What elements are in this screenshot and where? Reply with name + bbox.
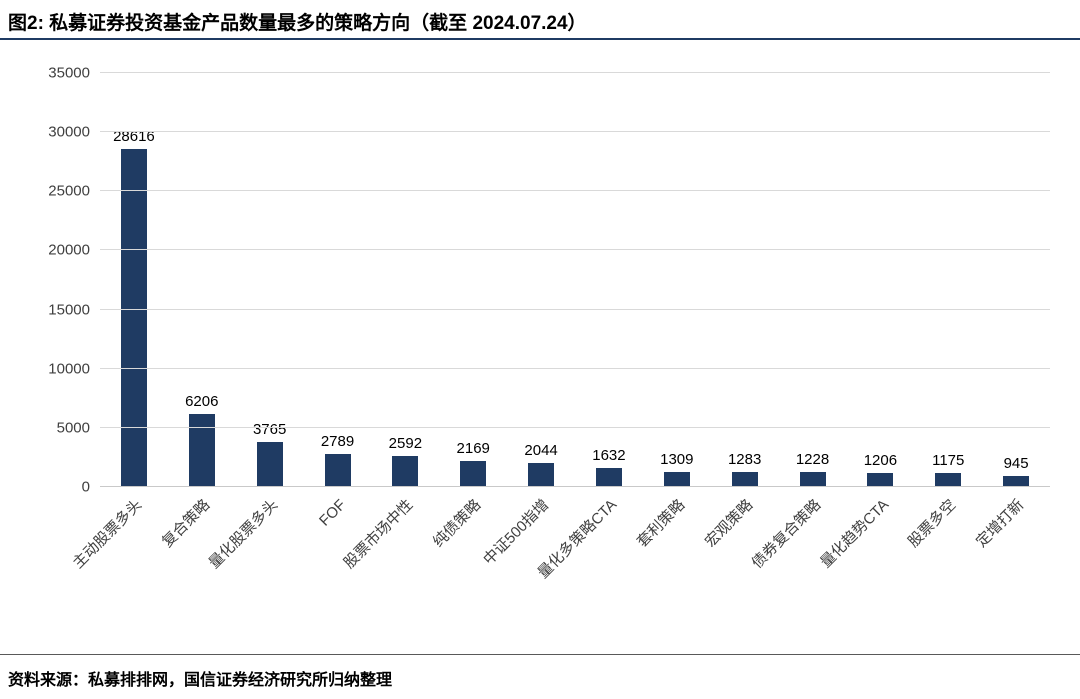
bar-slot: 1206 量化趋势CTA [817, 73, 914, 571]
x-axis-category-label: 套利策略 [633, 496, 689, 551]
bar-value-label: 945 [1003, 454, 1029, 472]
bar-slot: 1283 宏观策略 [702, 73, 779, 551]
bar-slot: 6206 复合策略 [159, 73, 236, 551]
bar [867, 472, 894, 487]
bar-slot: 2592 股票市场中性 [341, 73, 439, 572]
y-axis-tick-label: 15000 [48, 301, 90, 319]
y-axis-tick-label: 5000 [56, 419, 90, 437]
bar-value-label: 1309 [660, 450, 694, 468]
bar-slot: 1175 股票多空 [905, 73, 982, 551]
bar-value-label: 2592 [388, 435, 423, 453]
bar [460, 461, 487, 487]
y-axis-tick-label: 0 [81, 478, 90, 496]
x-axis-category-label: 债券复合策略 [748, 496, 824, 572]
gridline [100, 72, 1050, 73]
bar-chart-plot-area: 28616 主动股票多头 6206 复合策略 3765 量化股票多头 2789 FOF 2592… [48, 66, 1050, 582]
x-axis-category-label: 股票市场中性 [341, 496, 417, 572]
bar-value-label: 1283 [727, 450, 762, 468]
bar-slot: 2789 FOF [304, 73, 372, 530]
title-divider [0, 38, 1080, 40]
bar [256, 442, 283, 487]
bar-value-label: 6206 [185, 392, 219, 410]
x-axis-category-label: 复合策略 [158, 496, 214, 551]
y-axis-tick-label: 30000 [48, 123, 90, 141]
bar [528, 462, 555, 487]
bar-slot: 1632 量化多策略CTA [535, 73, 643, 582]
bar-value-label: 2169 [456, 440, 490, 458]
figure-title: 图2: 私募证券投资基金产品数量最多的策略方向（截至 2024.07.24） [8, 13, 587, 34]
footer-divider [0, 654, 1080, 655]
gridline [100, 486, 1050, 487]
bar-slot: 1228 债券复合策略 [748, 73, 847, 571]
bar [799, 472, 826, 487]
bar-slot: 2044 中证500指增 [480, 73, 575, 569]
bar-value-label: 2789 [320, 433, 355, 451]
x-axis-category-label: 股票多空 [905, 496, 960, 551]
bar-value-label: 3765 [252, 421, 287, 439]
x-axis-category-label: 量化股票多头 [205, 496, 281, 572]
bar [120, 148, 147, 487]
y-axis-tick-label: 20000 [48, 241, 90, 259]
bar-slot: 945 定增打新 [973, 73, 1050, 551]
bar-value-label: 1206 [863, 451, 898, 469]
bar [392, 456, 419, 487]
x-axis-category-label: 纯债策略 [430, 496, 485, 551]
bar [595, 467, 622, 487]
bar [935, 473, 962, 487]
bar-value-label: 28616 [113, 127, 155, 145]
source-note: 资料来源：私募排排网，国信证券经济研究所归纳整理 [8, 672, 393, 689]
bar [324, 454, 351, 487]
bar-slot: 1309 套利策略 [634, 73, 711, 551]
bar [663, 471, 690, 487]
bar-value-label: 1632 [592, 446, 626, 464]
y-axis-tick-label: 10000 [48, 360, 90, 378]
bar-slot: 2169 纯债策略 [430, 73, 507, 550]
x-axis-category-label: 中证500指增 [480, 496, 553, 569]
bar [1003, 475, 1030, 487]
gridline [100, 131, 1050, 133]
bar-slot: 28616 主动股票多头 [70, 73, 168, 572]
gridline [100, 308, 1050, 310]
bar-value-label: 2044 [524, 441, 558, 459]
bar [188, 413, 215, 487]
x-axis-category-label: FOF [315, 496, 349, 530]
bar-value-label: 1228 [795, 451, 830, 469]
gridline [100, 367, 1050, 369]
gridline [100, 249, 1050, 251]
bar [731, 471, 758, 487]
x-axis-category-label: 主动股票多头 [69, 496, 146, 572]
y-axis-tick-label: 35000 [48, 64, 90, 82]
bar-value-label: 1175 [932, 452, 965, 470]
bar-slot: 3765 量化股票多头 [205, 73, 304, 571]
x-axis-category-label: 量化趋势CTA [816, 496, 892, 572]
y-axis-tick-label: 25000 [48, 182, 90, 200]
x-axis-category-label: 定增打新 [972, 496, 1028, 551]
gridline [100, 426, 1050, 428]
bar-series: 28616 主动股票多头 6206 复合策略 3765 量化股票多头 2789 FOF 2592… [70, 73, 1050, 582]
x-axis-category-label: 宏观策略 [701, 496, 756, 551]
gridline [100, 190, 1050, 192]
